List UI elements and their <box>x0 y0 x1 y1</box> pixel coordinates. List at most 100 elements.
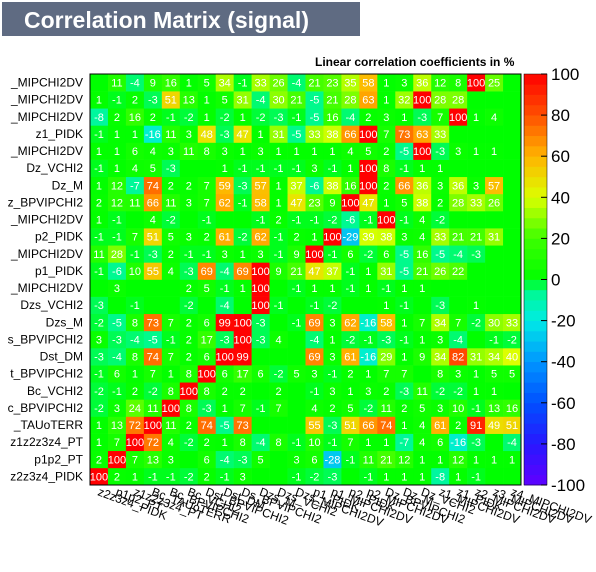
cell-value-label: 7 <box>401 369 407 381</box>
heatmap-cell <box>503 313 522 332</box>
palette-band <box>524 433 547 445</box>
heatmap-cell <box>287 125 306 143</box>
cell-value-label: 1 <box>455 471 461 483</box>
heatmap-cell <box>197 91 217 109</box>
heatmap-cell <box>413 348 432 366</box>
heatmap-cell <box>467 245 486 263</box>
heatmap-cell <box>323 467 342 486</box>
cell-value-label: 2 <box>186 317 192 329</box>
cell-value-label: -2 <box>238 232 248 244</box>
cell-value-label: 21 <box>416 266 428 278</box>
heatmap-cell <box>197 228 217 246</box>
cell-value-label: -1 <box>94 232 104 244</box>
heatmap-cell <box>179 108 199 126</box>
heatmap-cell <box>323 228 342 246</box>
heatmap-cell <box>233 211 252 229</box>
cell-value-label: 3 <box>186 197 192 209</box>
heatmap-cell <box>503 262 522 280</box>
cell-value-label: 3 <box>383 112 389 124</box>
heatmap-cell <box>269 176 288 195</box>
cell-value-label: -1 <box>166 334 176 346</box>
heatmap-cell <box>287 262 306 280</box>
heatmap-cell <box>215 142 234 160</box>
cell-value-label: -4 <box>507 437 517 449</box>
cell-value-label: 55 <box>308 420 320 432</box>
y-axis-label: t_BPVIPCHI2 <box>10 367 83 381</box>
cell-value-label: 51 <box>506 420 518 432</box>
cell-value-label: -3 <box>256 317 266 329</box>
heatmap-cell <box>251 330 270 349</box>
heatmap-cell <box>449 211 468 229</box>
heatmap-cell <box>161 348 181 366</box>
cell-value-label: -2 <box>507 334 517 346</box>
heatmap-cell <box>413 108 432 126</box>
heatmap-cell <box>179 245 199 263</box>
cell-value-label: 3 <box>168 146 174 158</box>
cell-value-label: -3 <box>220 129 230 141</box>
heatmap-cell <box>503 279 522 297</box>
cell-value-label: 1 <box>240 146 246 158</box>
heatmap-cell <box>161 74 181 92</box>
heatmap-cell <box>431 467 450 486</box>
heatmap-cell <box>359 416 378 434</box>
heatmap-cell <box>323 450 342 469</box>
heatmap-cell <box>107 416 127 434</box>
cell-value-label: 66 <box>344 129 356 141</box>
cell-value-label: 1 <box>96 215 102 227</box>
heatmap-cell <box>251 125 270 143</box>
heatmap-cell <box>377 159 396 178</box>
heatmap-cell <box>395 279 414 297</box>
heatmap-cell <box>341 142 360 160</box>
heatmap-cell <box>143 74 163 92</box>
heatmap-cell <box>323 245 342 263</box>
heatmap-cell <box>233 193 252 212</box>
cell-value-label: -1 <box>346 283 356 295</box>
cell-value-label: -5 <box>292 129 302 141</box>
y-axis-label: _MIPCHI2DV <box>10 110 83 124</box>
heatmap-cell <box>125 330 145 349</box>
cell-value-label: 28 <box>344 95 356 107</box>
heatmap-cell <box>503 296 522 315</box>
heatmap-cell <box>341 348 360 366</box>
cell-value-label: 5 <box>258 454 264 466</box>
heatmap-cell <box>197 365 217 383</box>
cell-value-label: 31 <box>237 95 249 107</box>
cell-value-label: 2 <box>455 420 461 432</box>
cell-value-label: -1 <box>166 471 176 483</box>
heatmap-cell <box>359 211 378 229</box>
heatmap-cell <box>161 159 181 178</box>
cell-value-label: 5 <box>204 78 210 90</box>
heatmap-cell <box>161 399 181 417</box>
cell-value-label: 2 <box>222 386 228 398</box>
cell-value-label: -2 <box>471 317 481 329</box>
heatmap-cell <box>179 74 199 92</box>
cell-value-label: -16 <box>360 317 376 329</box>
cell-value-label: 7 <box>383 369 389 381</box>
cell-value-label: -2 <box>453 386 463 398</box>
cell-value-label: 11 <box>93 249 104 261</box>
cell-value-label: 12 <box>452 454 464 466</box>
cell-value-label: 1 <box>222 403 228 415</box>
palette-band <box>524 330 547 342</box>
cell-value-label: 2 <box>347 369 353 381</box>
cell-value-label: 2 <box>437 197 443 209</box>
heatmap-cell <box>233 365 252 383</box>
heatmap-cell <box>377 279 396 297</box>
heatmap-cell <box>305 262 324 280</box>
heatmap-cell <box>107 228 127 246</box>
heatmap-cell <box>197 176 217 195</box>
heatmap-cell <box>251 467 270 486</box>
cell-value-label: -1 <box>381 283 391 295</box>
heatmap-cell <box>503 159 522 178</box>
heatmap-cell <box>269 450 288 469</box>
cell-value-label: 21 <box>470 232 482 244</box>
heatmap-cell <box>449 142 468 160</box>
cell-value-label: 6 <box>114 369 120 381</box>
heatmap-cell <box>305 365 324 383</box>
cell-value-label: 1 <box>383 300 389 312</box>
heatmap-cell <box>305 159 324 178</box>
heatmap-cell <box>413 91 432 109</box>
cell-value-label: 1 <box>473 300 479 312</box>
heatmap-cell <box>395 365 414 383</box>
